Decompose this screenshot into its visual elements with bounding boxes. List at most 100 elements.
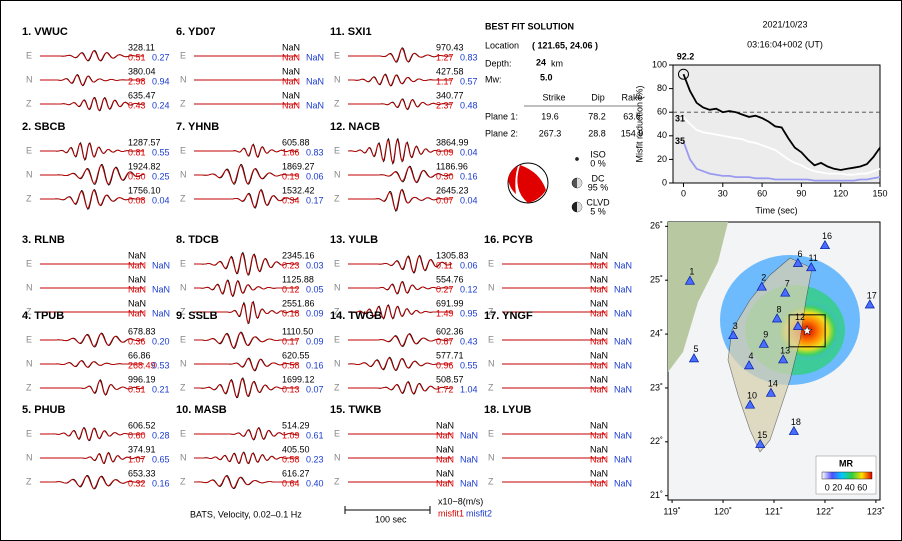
component-label: E [26, 428, 32, 438]
station-marker [758, 338, 769, 348]
amplitude: NaN [590, 350, 608, 360]
component-label: N [26, 358, 33, 368]
amplitude: 554.76 [436, 274, 464, 284]
station-marker [743, 360, 755, 370]
component-label: Z [488, 476, 494, 486]
map-y-tick-label: 23˚ [650, 382, 663, 392]
station-number: 13 [780, 345, 790, 355]
component-label: N [488, 358, 495, 368]
component-label: E [180, 145, 186, 155]
waveform-synthetic [348, 166, 452, 183]
station-label: 9. SSLB [176, 310, 218, 322]
map-y-tick-label: 25˚ [650, 275, 663, 285]
misfit1: 268.49 [128, 360, 156, 370]
amplitude: 405.50 [282, 444, 310, 454]
amplitude: 678.83 [128, 326, 156, 336]
misfit2: 0.25 [152, 171, 170, 181]
misfit2: 0.05 [306, 284, 324, 294]
waveform-synthetic [40, 427, 144, 441]
amplitude: 653.33 [128, 468, 156, 478]
misfit1: NaN [436, 430, 454, 440]
station-marker [688, 353, 700, 363]
component-label: E [334, 50, 340, 60]
component-label: N [334, 282, 341, 292]
station-number: 2 [761, 273, 766, 283]
waveform-synthetic [348, 333, 452, 347]
station-number: 14 [768, 379, 778, 389]
component-icon-half [577, 202, 582, 212]
misfit1: 0.19 [282, 171, 300, 181]
misfit1: 2.37 [436, 100, 454, 110]
misfit2: NaN [306, 76, 324, 86]
station-marker [765, 387, 777, 397]
station-label: 18. LYUB [484, 404, 531, 416]
misfit1: 0.51 [128, 52, 146, 62]
plane-header: Rake [621, 92, 642, 102]
misfit1: 2.98 [128, 76, 146, 86]
misfit2: 0.61 [306, 430, 324, 440]
amplitude: NaN [128, 298, 146, 308]
location: ( 121.65, 24.06 ) [532, 40, 598, 50]
component-label: Z [26, 476, 32, 486]
misfit1: 0.87 [436, 336, 454, 346]
legend-colorbar [821, 471, 873, 480]
component-label: Z [334, 476, 340, 486]
misfit1: 0.07 [436, 195, 454, 205]
waveform-synthetic [40, 475, 145, 489]
misfit2: 1.04 [460, 384, 478, 394]
station-label: 16. PCYB [484, 234, 533, 246]
misfit2: 0.16 [460, 171, 478, 181]
misfit2: 0.28 [152, 430, 170, 440]
component-label: N [180, 452, 187, 462]
amplitude: 380.04 [128, 66, 156, 76]
amplitude: 1287.57 [128, 137, 161, 147]
waveform-synthetic [194, 189, 299, 208]
waveform-synthetic [194, 475, 298, 489]
misfit1: NaN [590, 360, 608, 370]
station-label: 1. VWUC [22, 26, 68, 38]
misfit1: NaN [590, 384, 608, 394]
waveform-synthetic [40, 452, 145, 464]
misfit1: NaN [282, 76, 300, 86]
series-line [682, 141, 881, 182]
x-tick-label: 30 [718, 188, 728, 198]
y-tick-label: 40 [657, 130, 667, 140]
amplitude: 1924.82 [128, 161, 161, 171]
waveform-synthetic [40, 142, 144, 161]
component-label: E [180, 334, 186, 344]
component-label: E [180, 258, 186, 268]
component-label: Z [180, 476, 186, 486]
station-label: 2. SBCB [22, 121, 65, 133]
misfit2: NaN [306, 100, 324, 110]
component-label: E [334, 145, 340, 155]
x-tick-label: 0 [681, 188, 686, 198]
series-label: 35 [675, 136, 685, 146]
component-label: E [180, 50, 186, 60]
misfit1: 0.13 [282, 384, 300, 394]
y-tick-label: 80 [657, 83, 667, 93]
amplitude: 602.36 [436, 326, 464, 336]
component-label: Z [26, 382, 32, 392]
station-marker [819, 239, 831, 250]
component-label: E [26, 50, 32, 60]
amplitude: 1125.88 [282, 274, 314, 284]
component-label: N [26, 452, 33, 462]
component-label: N [334, 74, 341, 84]
amplitude: 635.47 [128, 90, 156, 100]
station-number: 9 [763, 330, 768, 340]
waveform-synthetic [347, 139, 452, 165]
misfit2: NaN [614, 430, 632, 440]
misfit1: 1.72 [436, 384, 454, 394]
waveform-synthetic [40, 97, 145, 112]
component-label: N [26, 282, 33, 292]
component-percent: 5 % [590, 206, 606, 216]
component-label: N [180, 169, 187, 179]
misfit2: 0.09 [306, 308, 324, 318]
amplitude: 577.71 [436, 350, 464, 360]
filter-text: BATS, Velocity, 0.02–0.1 Hz [190, 509, 302, 519]
plane-label: Plane 1: [485, 111, 518, 121]
misfit1: NaN [128, 260, 146, 270]
amplitude: NaN [282, 66, 300, 76]
waveform-synthetic [40, 360, 144, 368]
series-line [682, 73, 881, 171]
